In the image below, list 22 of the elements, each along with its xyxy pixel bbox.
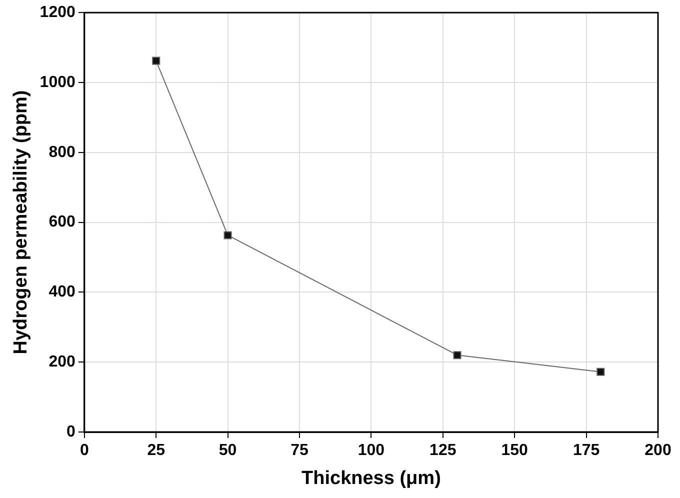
x-tick-label: 200 [644, 442, 672, 460]
y-tick-label: 600 [48, 214, 76, 231]
x-tick-label: 100 [358, 442, 385, 460]
x-axis-title: Thickness (μm) [302, 468, 441, 489]
x-tick-label: 0 [80, 442, 89, 460]
x-tick-label: 125 [430, 442, 456, 460]
y-tick-label: 800 [48, 144, 76, 161]
y-tick-label: 400 [48, 284, 76, 301]
point [152, 56, 160, 65]
x-tick-label: 75 [290, 442, 308, 460]
x-tick-label: 175 [572, 442, 600, 460]
point [224, 231, 232, 240]
x-tick-label: 50 [218, 442, 237, 460]
x-tick-label: 25 [147, 442, 166, 460]
x-tick-label: 150 [501, 442, 528, 460]
y-tick-label: 1200 [40, 4, 76, 22]
y-axis-title: Hydrogen permeability (ppm) [10, 90, 32, 354]
y-tick-label: 1000 [40, 74, 76, 91]
y-tick-label: 200 [48, 354, 76, 371]
point [453, 351, 462, 360]
y-tick-label: 0 [66, 423, 76, 440]
point [596, 368, 605, 376]
